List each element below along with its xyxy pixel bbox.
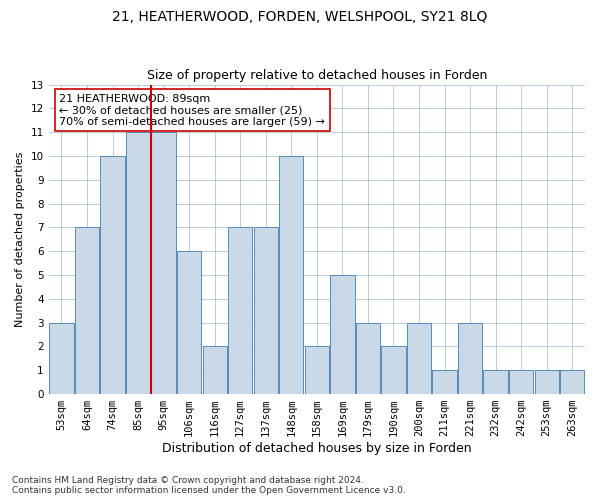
Bar bbox=[49, 322, 74, 394]
Bar bbox=[75, 228, 99, 394]
X-axis label: Distribution of detached houses by size in Forden: Distribution of detached houses by size … bbox=[162, 442, 472, 455]
Bar bbox=[228, 228, 253, 394]
Y-axis label: Number of detached properties: Number of detached properties bbox=[15, 152, 25, 327]
Title: Size of property relative to detached houses in Forden: Size of property relative to detached ho… bbox=[146, 69, 487, 82]
Bar bbox=[407, 322, 431, 394]
Bar bbox=[151, 132, 176, 394]
Bar bbox=[203, 346, 227, 394]
Bar bbox=[177, 251, 201, 394]
Bar bbox=[279, 156, 304, 394]
Bar bbox=[458, 322, 482, 394]
Bar bbox=[535, 370, 559, 394]
Bar bbox=[484, 370, 508, 394]
Bar bbox=[305, 346, 329, 394]
Bar bbox=[433, 370, 457, 394]
Bar bbox=[100, 156, 125, 394]
Bar bbox=[126, 132, 150, 394]
Bar bbox=[330, 275, 355, 394]
Bar bbox=[254, 228, 278, 394]
Bar bbox=[356, 322, 380, 394]
Text: Contains HM Land Registry data © Crown copyright and database right 2024.
Contai: Contains HM Land Registry data © Crown c… bbox=[12, 476, 406, 495]
Bar bbox=[560, 370, 584, 394]
Bar bbox=[382, 346, 406, 394]
Bar bbox=[509, 370, 533, 394]
Text: 21 HEATHERWOOD: 89sqm
← 30% of detached houses are smaller (25)
70% of semi-deta: 21 HEATHERWOOD: 89sqm ← 30% of detached … bbox=[59, 94, 325, 127]
Text: 21, HEATHERWOOD, FORDEN, WELSHPOOL, SY21 8LQ: 21, HEATHERWOOD, FORDEN, WELSHPOOL, SY21… bbox=[112, 10, 488, 24]
